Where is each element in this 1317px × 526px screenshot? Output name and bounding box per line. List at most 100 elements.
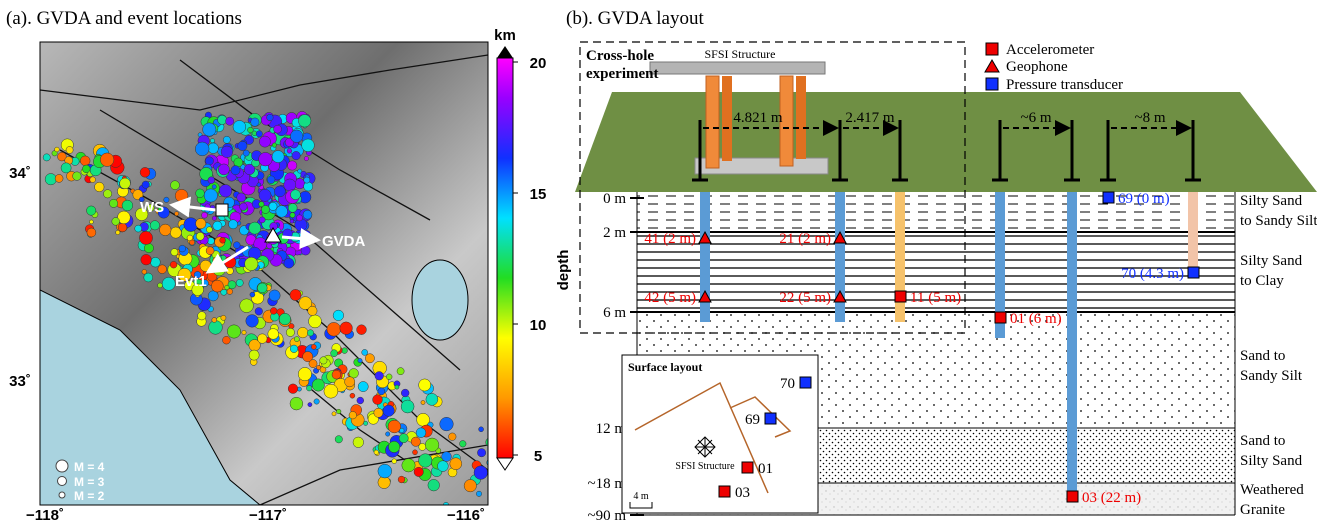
event bbox=[267, 176, 275, 184]
event bbox=[87, 206, 96, 215]
event bbox=[309, 315, 322, 328]
event bbox=[259, 136, 270, 147]
legend-label: Geophone bbox=[1006, 59, 1068, 75]
event bbox=[248, 127, 254, 133]
event bbox=[304, 156, 308, 160]
event bbox=[269, 290, 280, 301]
event bbox=[357, 397, 364, 404]
ground-surface bbox=[575, 92, 1317, 192]
event bbox=[218, 164, 229, 175]
event bbox=[426, 393, 438, 405]
sensor-label: 69 (0 m) bbox=[1118, 191, 1170, 207]
event bbox=[335, 436, 342, 443]
event bbox=[270, 308, 277, 315]
event bbox=[243, 150, 249, 156]
event bbox=[258, 334, 268, 344]
event bbox=[287, 149, 292, 154]
map bbox=[40, 42, 509, 508]
event bbox=[259, 217, 265, 223]
event bbox=[150, 221, 159, 230]
x-tick-label: −118˚ bbox=[26, 507, 64, 524]
event bbox=[290, 397, 303, 410]
event bbox=[416, 428, 426, 438]
event bbox=[399, 434, 408, 443]
sensor-label: 41 (2 m) bbox=[644, 231, 696, 247]
event bbox=[213, 221, 222, 230]
event bbox=[144, 273, 153, 282]
event bbox=[240, 203, 248, 211]
event bbox=[398, 476, 405, 483]
event bbox=[276, 206, 288, 218]
event bbox=[302, 139, 315, 152]
event bbox=[139, 231, 152, 244]
event bbox=[438, 461, 449, 472]
event bbox=[89, 220, 93, 224]
event bbox=[290, 213, 295, 218]
event bbox=[257, 283, 267, 293]
sensor-label: 03 (22 m) bbox=[1082, 490, 1141, 506]
depth-label: 6 m bbox=[603, 305, 626, 321]
event bbox=[327, 322, 341, 336]
event bbox=[388, 441, 399, 452]
event bbox=[249, 350, 259, 360]
event bbox=[358, 358, 362, 362]
event bbox=[158, 265, 167, 274]
event bbox=[331, 350, 338, 357]
event bbox=[204, 189, 217, 202]
event bbox=[375, 372, 384, 381]
event bbox=[226, 117, 234, 125]
event bbox=[219, 185, 232, 198]
event bbox=[392, 459, 397, 464]
event bbox=[202, 212, 208, 218]
depth-label: ~90 m bbox=[587, 508, 626, 524]
layer-label: Sandy Silt bbox=[1240, 368, 1303, 384]
event bbox=[211, 280, 223, 292]
colorbar-tick-label: 5 bbox=[534, 448, 542, 465]
event bbox=[212, 185, 216, 189]
station-label: GVDA bbox=[322, 233, 366, 250]
event bbox=[203, 123, 216, 136]
event bbox=[306, 385, 312, 391]
event bbox=[73, 172, 82, 181]
event bbox=[205, 157, 213, 165]
legend bbox=[985, 43, 999, 90]
event bbox=[257, 183, 261, 187]
event bbox=[320, 357, 327, 364]
event bbox=[225, 285, 230, 290]
event bbox=[413, 450, 418, 455]
event bbox=[109, 199, 117, 207]
event bbox=[414, 467, 423, 476]
event bbox=[400, 428, 405, 433]
sensor-label: 42 (5 m) bbox=[644, 290, 696, 306]
event bbox=[223, 136, 230, 143]
event bbox=[383, 405, 394, 416]
event bbox=[175, 212, 179, 216]
event bbox=[373, 395, 383, 405]
event bbox=[353, 437, 364, 448]
sensor-label: 01 (6 m) bbox=[1010, 311, 1062, 327]
sensor-label: 11 (5 m) bbox=[910, 290, 961, 306]
event bbox=[286, 328, 294, 336]
event bbox=[304, 182, 313, 191]
event bbox=[233, 242, 240, 249]
spacing-label: ~8 m bbox=[1134, 110, 1165, 126]
event bbox=[332, 412, 336, 416]
event bbox=[425, 438, 439, 452]
event bbox=[449, 433, 457, 441]
event bbox=[213, 257, 219, 263]
event bbox=[298, 115, 311, 128]
sensor-label: 70 (4.3 m) bbox=[1121, 266, 1184, 282]
event bbox=[90, 177, 96, 183]
event bbox=[116, 230, 120, 234]
event bbox=[208, 291, 218, 301]
event bbox=[259, 202, 264, 207]
event bbox=[198, 312, 206, 320]
event bbox=[357, 325, 367, 335]
event bbox=[195, 142, 209, 156]
event bbox=[294, 337, 299, 342]
event bbox=[450, 458, 462, 470]
event bbox=[141, 254, 152, 265]
event bbox=[164, 197, 169, 202]
event bbox=[279, 313, 291, 325]
event bbox=[208, 177, 215, 184]
